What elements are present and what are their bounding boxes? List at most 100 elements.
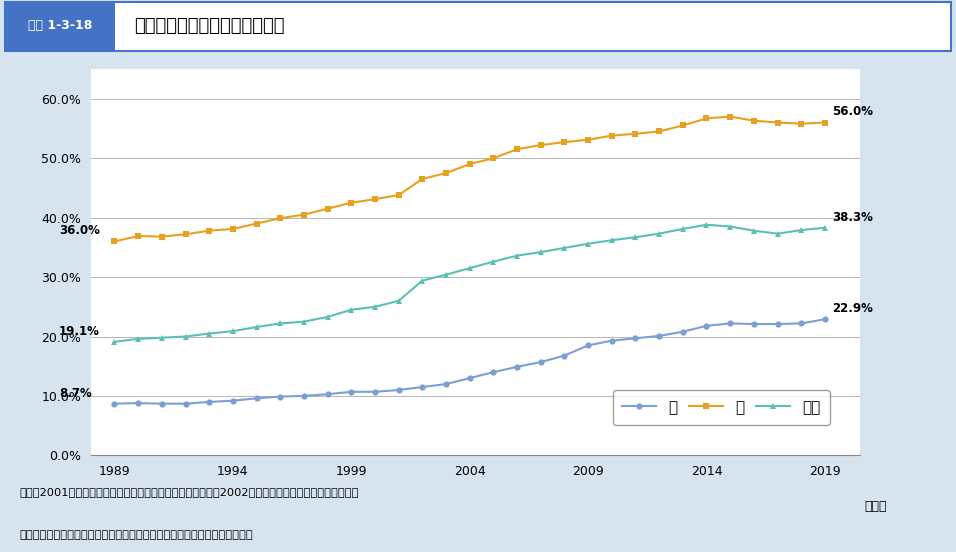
男: [298, 392, 310, 399]
女: [535, 142, 547, 148]
女: [109, 238, 120, 245]
女: [345, 199, 357, 206]
Legend: 男, 女, 総数: 男, 女, 総数: [613, 390, 830, 424]
女: [606, 132, 618, 139]
女: [582, 136, 594, 143]
男: [464, 375, 475, 381]
Line: 男: 男: [112, 316, 828, 407]
総数: [441, 272, 452, 278]
総数: [133, 336, 144, 342]
男: [204, 399, 215, 405]
男: [701, 322, 712, 329]
女: [464, 161, 475, 167]
総数: [156, 335, 167, 341]
Text: 資料：2001年以前は総務省統計局「労働力調査特別調査」、2002年以降は「労働力調査　詳細集計」: 資料：2001年以前は総務省統計局「労働力調査特別調査」、2002年以降は「労働…: [19, 487, 358, 497]
総数: [298, 319, 310, 325]
女: [677, 122, 688, 129]
男: [393, 387, 404, 394]
男: [795, 320, 807, 327]
総数: [369, 304, 380, 310]
Text: 19.1%: 19.1%: [59, 325, 99, 338]
女: [369, 196, 380, 203]
男: [630, 335, 641, 342]
女: [511, 146, 523, 152]
男: [417, 384, 428, 390]
女: [749, 118, 760, 124]
男: [606, 337, 618, 344]
総数: [606, 237, 618, 243]
女: [771, 119, 783, 126]
男: [511, 364, 523, 370]
男: [250, 395, 262, 402]
男: [345, 389, 357, 395]
男: [274, 393, 286, 400]
女: [298, 211, 310, 218]
女: [630, 130, 641, 137]
総数: [464, 265, 475, 272]
総数: [677, 226, 688, 232]
総数: [417, 277, 428, 284]
Line: 総数: 総数: [111, 221, 828, 346]
総数: [345, 306, 357, 313]
男: [653, 333, 664, 339]
女: [653, 128, 664, 135]
総数: [250, 323, 262, 330]
Text: （注）「非正規の職員・従業員」が役員を除く雇用者に占める割合である。: （注）「非正規の職員・従業員」が役員を除く雇用者に占める割合である。: [19, 530, 252, 540]
女: [274, 215, 286, 221]
総数: [771, 230, 783, 237]
総数: [725, 223, 736, 230]
総数: [204, 330, 215, 337]
女: [250, 220, 262, 227]
男: [228, 397, 239, 404]
男: [369, 389, 380, 395]
女: [701, 115, 712, 121]
総数: [322, 314, 334, 320]
男: [109, 400, 120, 407]
総数: [795, 227, 807, 233]
女: [133, 233, 144, 240]
総数: [488, 258, 499, 265]
総数: [653, 230, 664, 237]
総数: [558, 245, 570, 251]
女: [417, 176, 428, 182]
Text: 38.3%: 38.3%: [832, 210, 873, 224]
総数: [393, 298, 404, 304]
Text: 図表 1-3-18: 図表 1-3-18: [28, 19, 92, 33]
総数: [511, 252, 523, 259]
総数: [180, 333, 191, 340]
女: [322, 205, 334, 212]
男: [677, 328, 688, 335]
男: [535, 359, 547, 365]
女: [180, 231, 191, 237]
総数: [630, 234, 641, 241]
総数: [228, 328, 239, 335]
総数: [535, 249, 547, 256]
Line: 女: 女: [112, 113, 828, 245]
総数: [701, 221, 712, 228]
Text: 56.0%: 56.0%: [832, 105, 873, 118]
Bar: [5, 2, 115, 51]
女: [228, 226, 239, 232]
男: [180, 400, 191, 407]
女: [795, 120, 807, 127]
男: [322, 391, 334, 397]
総数: [819, 225, 831, 231]
女: [558, 139, 570, 145]
女: [156, 233, 167, 240]
男: [558, 352, 570, 359]
総数: [749, 227, 760, 234]
男: [582, 342, 594, 349]
女: [204, 227, 215, 234]
男: [156, 400, 167, 407]
女: [393, 192, 404, 198]
男: [749, 321, 760, 327]
Text: 8.7%: 8.7%: [59, 386, 92, 400]
男: [725, 320, 736, 327]
Text: 22.9%: 22.9%: [832, 302, 873, 315]
男: [441, 381, 452, 388]
男: [488, 369, 499, 375]
総数: [274, 320, 286, 327]
女: [441, 169, 452, 176]
男: [133, 400, 144, 406]
総数: [109, 338, 120, 345]
